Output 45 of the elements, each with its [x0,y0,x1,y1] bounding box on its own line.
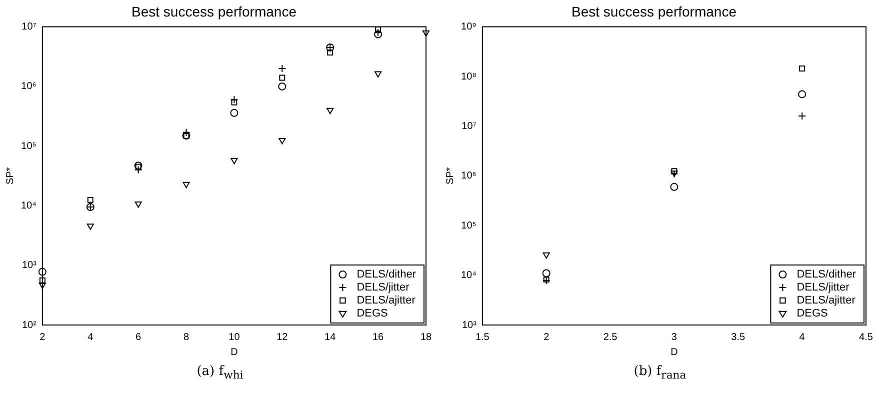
y-tick-label: 10⁷ [22,22,37,33]
y-tick-label: 10⁴ [21,200,36,212]
y-tick-label: 10⁷ [462,120,477,132]
y-tick-label: 10³ [462,320,478,331]
x-tick-label: 8 [183,332,190,343]
x-tick-label: 4.5 [859,332,874,343]
y-tick-label: 10⁵ [461,220,476,232]
x-tick-label: 16 [372,332,384,343]
y-axis-title: SP* [444,167,456,185]
x-tick-label: 14 [324,332,336,343]
legend-label: DELS/dither [796,268,856,281]
y-tick-label: 10² [22,320,38,331]
x-tick-label: 2 [40,332,46,343]
x-axis-title: D [230,346,238,358]
x-tick-label: 1.5 [475,332,490,343]
x-axis-title: D [670,346,678,358]
y-tick-label: 10⁵ [21,140,36,152]
y-tick-label: 10⁴ [461,270,476,282]
y-tick-label: 10⁹ [461,22,476,33]
x-tick-label: 6 [136,332,142,343]
legend-label: DEGS [356,308,388,320]
legend-label: DELS/jitter [796,282,850,294]
y-axis-title: SP* [4,167,16,185]
x-tick-label: 10 [228,332,240,343]
legend-label: DELS/ajitter [796,294,856,307]
legend-label: DELS/jitter [356,282,410,294]
x-tick-label: 12 [276,332,288,343]
y-tick-label: 10⁶ [461,170,476,182]
chart-title: Best success performance [572,3,737,20]
y-tick-label: 10⁸ [461,71,476,82]
text: (b) f$_{rana}$ [632,364,688,382]
x-tick-label: 3.5 [731,332,746,343]
x-tick-label: 18 [420,332,432,343]
text: (a) f$_{whi}$ [196,364,244,382]
x-tick-label: 4 [88,332,94,343]
x-tick-label: 2 [544,332,550,343]
legend-label: DELS/ajitter [356,294,416,307]
y-tick-label: 10⁶ [21,81,36,92]
legend-label: DEGS [796,308,828,320]
y-tick-label: 10³ [22,260,38,272]
legend-label: DELS/dither [356,268,416,281]
x-tick-label: 3 [671,332,678,343]
x-tick-label: 2.5 [603,332,618,343]
chart-title: Best success performance [132,3,297,20]
x-tick-label: 4 [799,332,806,343]
